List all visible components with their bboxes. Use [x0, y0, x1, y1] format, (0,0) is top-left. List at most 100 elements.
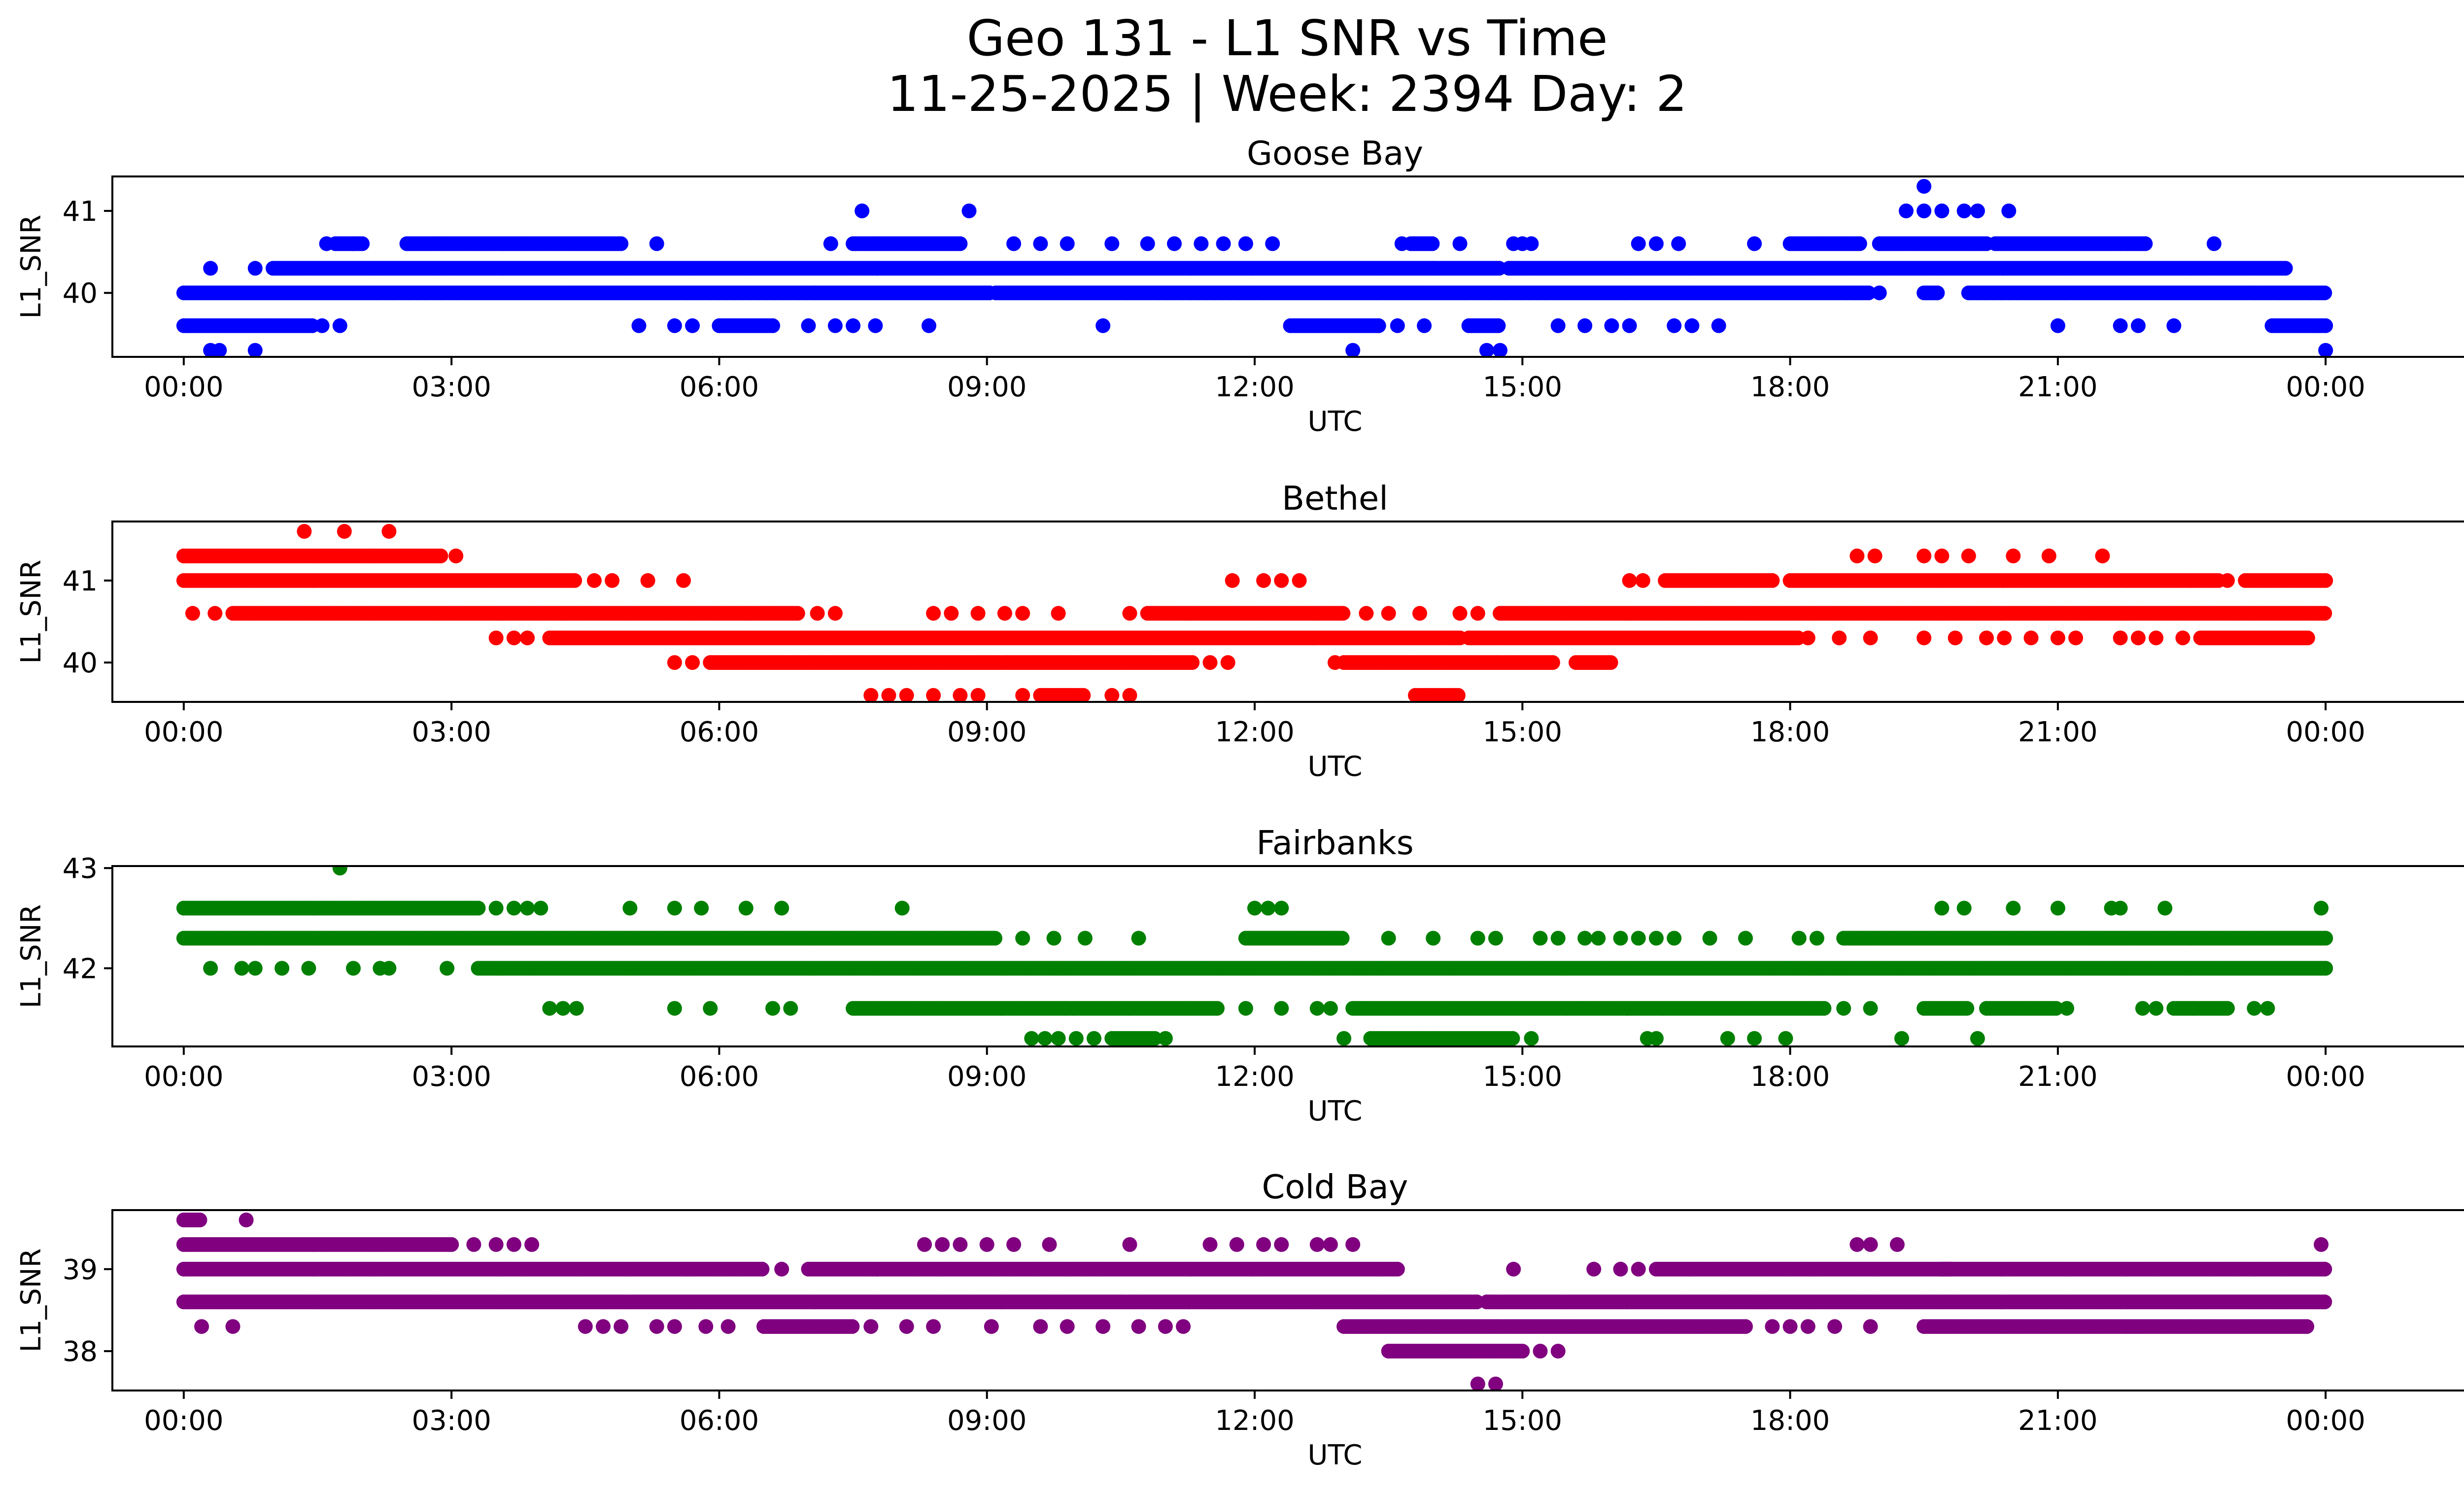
figure-subtitle: 11-25-2025 | Week: 2394 Day: 2	[887, 65, 1687, 123]
data-point	[953, 688, 968, 702]
data-point	[381, 524, 397, 539]
data-point	[1667, 318, 1682, 333]
data-point	[1265, 236, 1280, 251]
data-point	[1948, 630, 1963, 646]
data-point	[1015, 688, 1030, 702]
x-axis-label: UTC	[1307, 751, 1362, 783]
data-point	[2206, 236, 2222, 251]
data-point	[1095, 318, 1111, 333]
data-point	[1345, 343, 1361, 357]
data-point	[1493, 343, 1507, 357]
x-tick-label: 03:00	[411, 371, 491, 403]
data-point	[827, 606, 843, 621]
data-point	[1216, 236, 1231, 251]
subplot-goose-bay: 00:00 03:00 06:00 09:00 12:00 15:00 18:00 21:00…	[15, 134, 2464, 438]
data-point	[314, 318, 330, 333]
data-point	[1006, 236, 1022, 251]
data-point	[2149, 630, 2164, 646]
data-point	[2050, 630, 2065, 646]
data-point	[1800, 630, 1815, 646]
subplot-bethel: 00:00 03:00 06:00 09:00 12:00 15:00 18:00 21:00…	[15, 479, 2464, 783]
data-point	[1867, 548, 1882, 563]
data-point	[2175, 630, 2190, 646]
data-point	[2006, 548, 2021, 563]
data-point	[1060, 236, 1075, 251]
data-point	[1956, 203, 1972, 218]
data-point	[1930, 285, 1945, 301]
data-point	[247, 261, 263, 276]
data-point	[1934, 203, 1950, 218]
x-tick-label: 21:00	[2018, 371, 2097, 403]
data-point	[1550, 318, 1566, 333]
data-point	[1015, 606, 1030, 621]
data-point	[2041, 548, 2056, 563]
data-point	[1104, 688, 1120, 702]
data-point	[1335, 606, 1351, 621]
data-point	[1479, 343, 1494, 357]
y-tick-label: 40	[63, 647, 98, 679]
data-point	[640, 573, 655, 588]
data-point	[801, 318, 816, 333]
data-point	[1335, 931, 1350, 946]
x-tick-label: 09:00	[947, 371, 1027, 403]
points-bethel	[176, 524, 2333, 702]
subplot-title: Bethel	[1282, 479, 1388, 518]
x-tick-label: 12:00	[1215, 371, 1294, 403]
data-point	[1394, 236, 1409, 251]
data-point	[1033, 236, 1048, 251]
data-point	[2068, 630, 2084, 646]
data-point	[790, 606, 805, 621]
data-point	[944, 606, 959, 621]
data-point	[2317, 606, 2332, 621]
data-point	[2317, 285, 2332, 301]
data-point	[212, 343, 227, 357]
x-tick-label: 18:00	[1750, 371, 1830, 403]
data-point	[1916, 548, 1932, 563]
subplot-panels: 00:00 03:00 06:00 09:00 12:00 15:00 18:00 21:00…	[15, 134, 2464, 1471]
data-point	[203, 261, 218, 276]
data-point	[1916, 203, 1932, 218]
data-point	[2001, 203, 2017, 218]
data-point	[1122, 688, 1137, 702]
data-point	[631, 318, 647, 333]
plot-frame	[111, 175, 2464, 358]
x-tick-label: 09:00	[947, 716, 1027, 748]
data-point	[1104, 236, 1120, 251]
y-tick-label: 41	[63, 196, 98, 228]
y-tick-label: 41	[63, 565, 98, 597]
data-point	[1934, 548, 1950, 563]
subplot-fairbanks: 00:00 03:00 06:00 09:00 12:00 15:00 18:00 21:00…	[15, 824, 2464, 1127]
x-tick-label: 18:00	[1750, 716, 1830, 748]
data-point	[855, 203, 870, 218]
data-point	[1167, 236, 1182, 251]
data-point	[1412, 606, 1427, 621]
data-point	[1979, 630, 1994, 646]
data-point	[846, 318, 861, 333]
data-point	[207, 606, 223, 621]
data-point	[863, 688, 879, 702]
points-fairbanks	[176, 866, 2333, 1046]
data-point	[970, 688, 986, 702]
data-point	[868, 318, 883, 333]
data-point	[1381, 606, 1396, 621]
data-point	[1470, 606, 1485, 621]
data-point	[2300, 630, 2315, 646]
data-point	[319, 236, 334, 251]
data-point	[506, 630, 521, 646]
data-point	[2023, 630, 2039, 646]
data-point	[2166, 318, 2182, 333]
data-point	[1051, 606, 1066, 621]
data-point	[2318, 318, 2333, 333]
data-point	[1220, 655, 1235, 670]
data-point	[1328, 655, 1342, 670]
data-point	[1371, 318, 1386, 333]
data-point	[765, 318, 781, 333]
x-tick-label: 06:00	[680, 371, 759, 403]
data-point	[1452, 236, 1468, 251]
data-point	[2130, 630, 2146, 646]
x-tick-label: 12:00	[1215, 716, 1294, 748]
data-point	[614, 236, 629, 251]
data-point	[1452, 606, 1468, 621]
data-point	[247, 343, 263, 357]
data-point	[823, 236, 838, 251]
